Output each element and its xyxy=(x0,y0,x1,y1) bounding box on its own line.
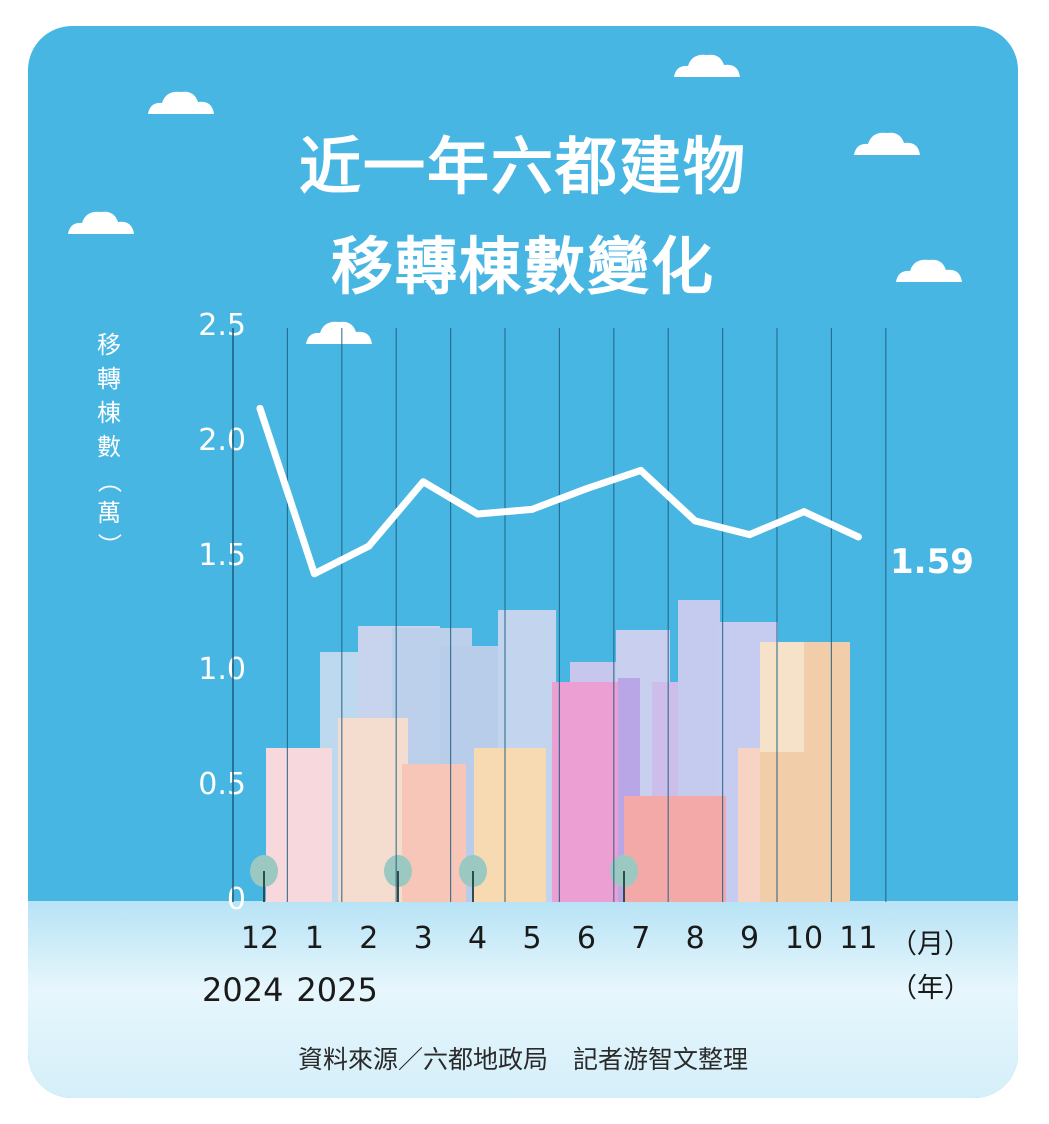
source-credit: 資料來源／六都地政局 記者游智文整理 xyxy=(297,1045,748,1074)
x-tick-label: 4 xyxy=(468,921,488,956)
x-tick-label: 11 xyxy=(839,921,878,956)
city-skyline-illustration xyxy=(250,600,850,902)
data-point xyxy=(582,485,590,493)
cloud-icon xyxy=(854,132,920,155)
y-tick-label: 1.5 xyxy=(198,537,246,573)
cloud-icon xyxy=(674,54,740,77)
y-axis-label-char: 萬 xyxy=(97,499,121,527)
year-label: 2024 xyxy=(202,971,284,1009)
y-axis-label-char: 轉 xyxy=(97,365,121,393)
x-tick-label: 5 xyxy=(522,921,542,956)
infographic-card: 近一年六都建物 移轉棟數變化 移 轉 棟 數 （ 萬 ） 2.5 2.0 1.5 1.… xyxy=(28,26,1018,1098)
x-tick-label: 10 xyxy=(784,921,824,956)
cloud-icon xyxy=(68,211,134,234)
y-tick-label: 2.5 xyxy=(198,308,246,343)
y-tick-label: 2.0 xyxy=(198,422,246,458)
y-tick-label: 0 xyxy=(226,882,246,917)
data-point xyxy=(637,466,645,474)
x-tick-label: 6 xyxy=(576,921,596,956)
ground-band xyxy=(28,901,1018,1098)
x-unit-year: （年） xyxy=(890,973,971,1004)
x-tick-label: 12 xyxy=(240,921,280,956)
data-point xyxy=(691,517,699,525)
year-label: 2025 xyxy=(296,971,378,1009)
data-point xyxy=(854,533,862,541)
y-tick-label: 1.0 xyxy=(198,652,246,688)
data-point xyxy=(310,570,318,578)
y-tick-label: 0.5 xyxy=(198,767,246,803)
x-tick-label: 2 xyxy=(359,921,379,956)
series-line xyxy=(256,404,862,578)
data-point xyxy=(474,510,482,518)
cloud-icon xyxy=(148,91,214,114)
data-point xyxy=(800,508,808,516)
series-points xyxy=(256,404,862,578)
data-point xyxy=(746,531,754,539)
x-tick-label: 9 xyxy=(740,921,760,956)
y-axis-label-char: 棟 xyxy=(97,399,121,427)
end-value-label: 1.59 xyxy=(890,542,974,582)
title-line-1: 近一年六都建物 xyxy=(298,130,747,203)
y-axis-label-char: 移 xyxy=(97,331,121,359)
y-axis-label-char: 數 xyxy=(97,433,121,461)
x-tick-label: 7 xyxy=(631,921,651,956)
cloud-icon xyxy=(896,259,962,282)
cloud-icon xyxy=(306,321,372,344)
data-point xyxy=(365,542,373,550)
x-tick-label: 8 xyxy=(685,921,705,956)
line-chart xyxy=(232,328,887,902)
title-line-2: 移轉棟數變化 xyxy=(330,230,715,303)
x-tick-label: 3 xyxy=(413,921,433,956)
data-point xyxy=(419,478,427,486)
x-tick-label: 1 xyxy=(304,921,324,956)
vertical-gridlines xyxy=(232,328,887,902)
data-point xyxy=(256,404,264,412)
data-point xyxy=(528,505,536,513)
x-unit-month: （月） xyxy=(890,929,971,960)
